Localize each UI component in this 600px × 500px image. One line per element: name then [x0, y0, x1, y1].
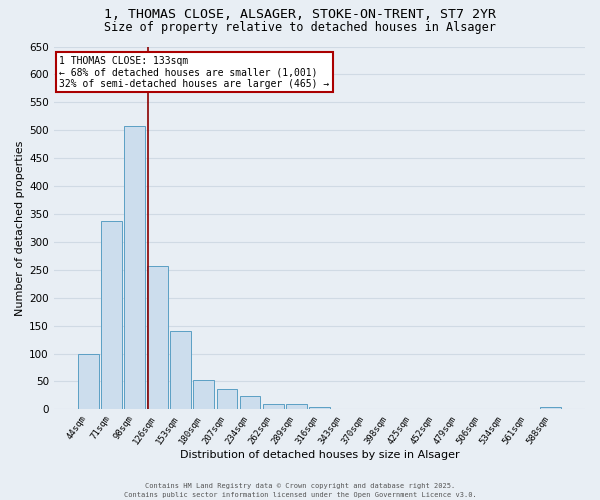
- Bar: [309, 406, 330, 410]
- X-axis label: Distribution of detached houses by size in Alsager: Distribution of detached houses by size …: [179, 450, 459, 460]
- Text: 1 THOMAS CLOSE: 133sqm
← 68% of detached houses are smaller (1,001)
32% of semi-: 1 THOMAS CLOSE: 133sqm ← 68% of detached…: [59, 56, 329, 89]
- Text: Size of property relative to detached houses in Alsager: Size of property relative to detached ho…: [104, 21, 496, 34]
- Bar: [286, 404, 307, 409]
- Text: 1, THOMAS CLOSE, ALSAGER, STOKE-ON-TRENT, ST7 2YR: 1, THOMAS CLOSE, ALSAGER, STOKE-ON-TRENT…: [104, 8, 496, 20]
- Bar: [101, 220, 122, 410]
- Bar: [217, 388, 238, 409]
- Text: Contains HM Land Registry data © Crown copyright and database right 2025.: Contains HM Land Registry data © Crown c…: [145, 483, 455, 489]
- Bar: [263, 404, 284, 409]
- Bar: [239, 396, 260, 409]
- Bar: [170, 331, 191, 409]
- Bar: [124, 126, 145, 410]
- Bar: [193, 380, 214, 410]
- Y-axis label: Number of detached properties: Number of detached properties: [15, 140, 25, 316]
- Bar: [78, 354, 99, 410]
- Bar: [540, 406, 561, 410]
- Bar: [147, 266, 168, 410]
- Text: Contains public sector information licensed under the Open Government Licence v3: Contains public sector information licen…: [124, 492, 476, 498]
